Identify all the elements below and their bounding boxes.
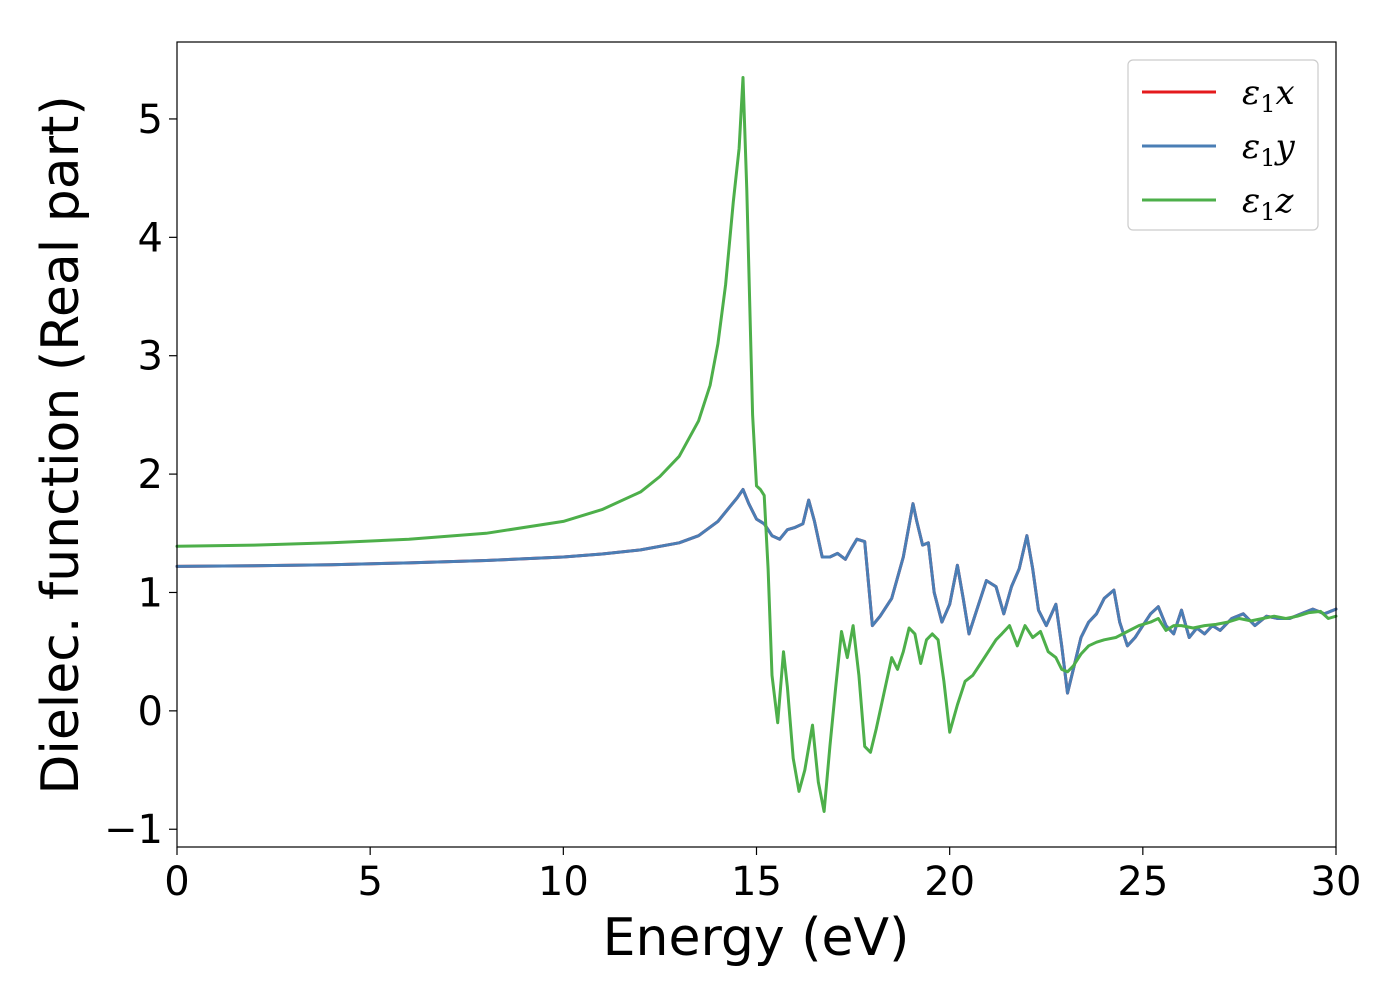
x-axis-label: Energy (eV)	[603, 908, 910, 968]
y-tick-label: 0	[138, 689, 163, 735]
legend: ε1x ε1y ε1z	[1127, 59, 1319, 231]
y-tick-label: 4	[138, 215, 163, 261]
y-tick-label: 5	[138, 97, 163, 143]
legend-label-x: ε1x	[1242, 73, 1295, 118]
series-line-y	[175, 488, 1338, 695]
series-line-z	[175, 76, 1338, 813]
y-axis-label: Dielec. function (Real part)	[31, 95, 91, 794]
x-tick-label: 30	[1311, 859, 1362, 905]
y-axis-ticks: −1 0 1 2 3 4 5	[104, 97, 177, 853]
x-axis-ticks: 0 5 10 15 20 25 30	[164, 847, 1361, 905]
x-tick-label: 10	[538, 859, 589, 905]
y-tick-label: −1	[104, 807, 163, 853]
y-tick-label: 3	[138, 334, 163, 380]
x-tick-label: 25	[1117, 859, 1168, 905]
legend-label-z: ε1z	[1242, 181, 1295, 226]
x-tick-label: 5	[357, 859, 382, 905]
y-tick-label: 2	[138, 452, 163, 498]
series-layer	[175, 76, 1338, 813]
legend-label-y: ε1y	[1242, 127, 1296, 172]
x-tick-label: 20	[924, 859, 975, 905]
x-tick-label: 15	[731, 859, 782, 905]
y-tick-label: 1	[138, 570, 163, 616]
legend-box	[1127, 59, 1319, 231]
x-tick-label: 0	[164, 859, 189, 905]
